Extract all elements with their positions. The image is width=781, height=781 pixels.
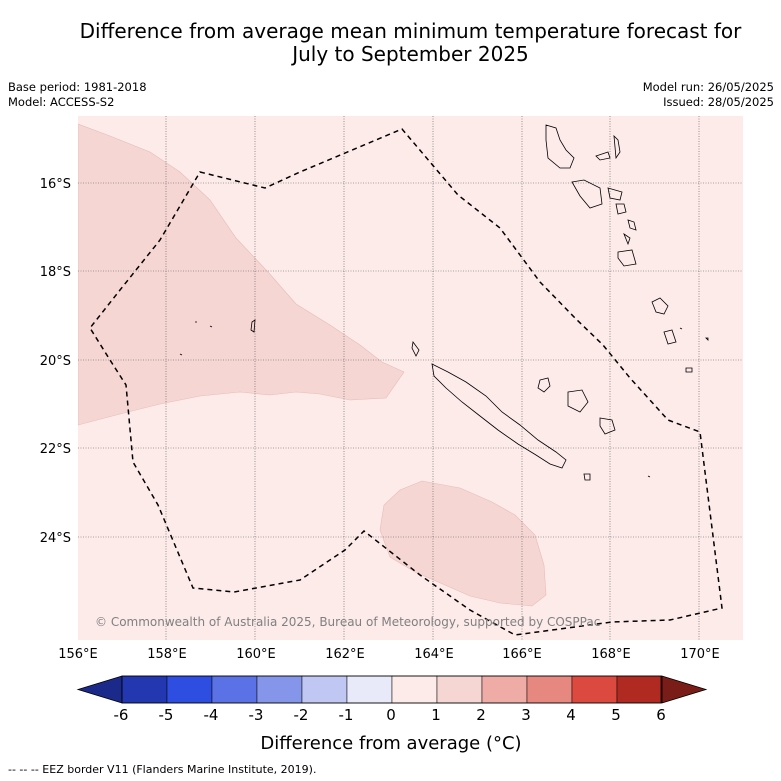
colorbar-swatch	[571, 675, 618, 704]
colorbar-swatch	[346, 675, 393, 704]
colorbar-swatch	[526, 675, 573, 704]
vanuatu-island-4	[627, 219, 637, 231]
colorbar-tick-label: 6	[656, 706, 666, 724]
colorbar-tick-label: -5	[159, 706, 174, 724]
colorbar-swatch	[616, 675, 663, 704]
colorbar-tick-label: 4	[566, 706, 576, 724]
colorbar-tick-label: -4	[204, 706, 219, 724]
efate-coastline	[615, 203, 627, 215]
new-caledonia-coastline	[431, 363, 567, 469]
colorbar-tick-label: -2	[294, 706, 309, 724]
base-period-text: Base period: 1981-2018	[8, 80, 147, 94]
model-run-text: Model run: 26/05/2025	[642, 80, 774, 94]
loyalty-lifou	[567, 389, 589, 413]
colorbar-swatch	[256, 675, 303, 704]
latitude-labels: 16°S 18°S 20°S 22°S 24°S	[40, 177, 71, 546]
map-title: Difference from average mean minimum tem…	[0, 20, 781, 66]
lon-label-162e: 162°E	[325, 647, 365, 662]
colorbar-tick-label: 3	[521, 706, 531, 724]
lon-label-160e: 160°E	[236, 647, 276, 662]
colorbar-swatch	[121, 675, 168, 704]
loyalty-ouvea	[537, 377, 551, 393]
small-island-4	[647, 475, 651, 478]
title-line-2: July to September 2025	[292, 42, 529, 66]
vanuatu-island-2	[613, 134, 621, 160]
colorbar-swatch	[481, 675, 528, 704]
colorbar-tick-label: 1	[431, 706, 441, 724]
lon-label-156e: 156°E	[58, 647, 98, 662]
longitude-labels: 156°E 158°E 160°E 162°E 164°E 166°E 168°…	[58, 647, 720, 662]
lon-label-168e: 168°E	[591, 647, 631, 662]
small-island-2	[179, 353, 183, 356]
coastlines	[179, 124, 709, 481]
meta-left: Base period: 1981-2018 Model: ACCESS-S2	[8, 80, 147, 110]
colorbar-swatch	[391, 675, 438, 704]
title-line-1: Difference from average mean minimum tem…	[79, 19, 742, 43]
lat-label-20s: 20°S	[40, 354, 71, 369]
colorbar-swatch	[166, 675, 213, 704]
colorbar-tick-label: 5	[611, 706, 621, 724]
eastern-island-3	[685, 367, 693, 373]
colorbar-tick-label: -1	[339, 706, 354, 724]
colorbar-tick-labels: -6 -5 -4 -3 -2 -1 0 1 2 3 4 5 6	[114, 706, 666, 724]
model-text: Model: ACCESS-S2	[8, 95, 115, 109]
lat-label-22s: 22°S	[40, 442, 71, 457]
lat-label-24s: 24°S	[40, 531, 71, 546]
vanuatu-island-3	[607, 187, 623, 201]
lat-label-18s: 18°S	[40, 265, 71, 280]
gridlines	[78, 116, 743, 640]
espiritu-santo-coastline	[545, 124, 575, 169]
colorbar-frame	[121, 675, 662, 704]
eez-border	[89, 128, 723, 636]
colorbar-tick-label: 2	[476, 706, 486, 724]
anomaly-region-south	[379, 480, 547, 607]
colorbar-tick-label: 0	[386, 706, 396, 724]
lon-label-164e: 164°E	[414, 647, 454, 662]
belep-islands	[411, 341, 420, 357]
small-island-5	[679, 327, 683, 330]
lat-label-16s: 16°S	[40, 177, 71, 192]
copyright-text: © Commonwealth of Australia 2025, Bureau…	[95, 615, 600, 629]
chesterfield-island	[250, 319, 256, 333]
loyalty-mare	[599, 417, 616, 435]
colorbar-swatches	[76, 675, 708, 704]
colorbar-extend-low	[76, 675, 123, 704]
colorbar-swatch	[301, 675, 348, 704]
malekula-coastline	[571, 179, 603, 209]
lon-label-166e: 166°E	[502, 647, 542, 662]
eastern-island-4	[705, 337, 709, 341]
colorbar-swatch	[436, 675, 483, 704]
lon-label-170e: 170°E	[680, 647, 720, 662]
colorbar-extend-high	[661, 675, 708, 704]
issued-text: Issued: 28/05/2025	[663, 95, 774, 109]
colorbar-title: Difference from average (°C)	[260, 733, 521, 754]
eez-legend-note: -- -- -- EEZ border V11 (Flanders Marine…	[8, 763, 317, 776]
colorbar-swatch	[211, 675, 258, 704]
lon-label-158e: 158°E	[147, 647, 187, 662]
colorbar: -6 -5 -4 -3 -2 -1 0 1 2 3 4 5 6 Difference from aver…	[76, 675, 708, 754]
colorbar-tick-label: -3	[249, 706, 264, 724]
isle-of-pines	[583, 473, 591, 481]
small-island-3	[209, 325, 213, 328]
vanuatu-island-5	[623, 232, 631, 246]
eastern-island-1	[651, 297, 669, 315]
tanna-coastline	[617, 249, 637, 267]
anomaly-region-west	[78, 123, 405, 426]
vanuatu-island-1	[595, 151, 611, 161]
eastern-island-2	[663, 329, 677, 345]
colorbar-tick-label: -6	[114, 706, 129, 724]
meta-right: Model run: 26/05/2025 Issued: 28/05/2025	[643, 80, 774, 110]
